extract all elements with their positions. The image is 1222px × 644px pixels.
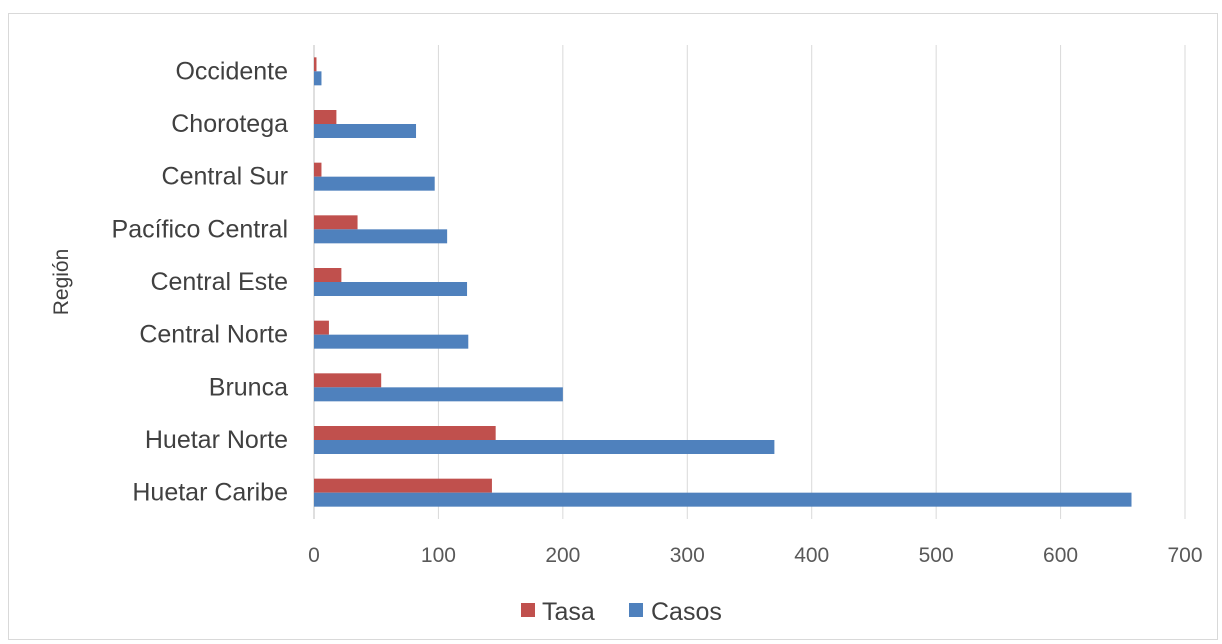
category-label: Huetar Norte <box>145 426 288 454</box>
bar-tasa <box>314 268 342 282</box>
bar-tasa <box>314 215 358 230</box>
category-label: Pacífico Central <box>112 215 288 243</box>
bar-casos <box>314 282 468 296</box>
bar-tasa <box>314 57 317 72</box>
bar-casos <box>314 334 469 349</box>
bar-casos <box>314 124 417 138</box>
bar-casos <box>314 387 563 402</box>
category-label: Brunca <box>209 373 288 401</box>
x-tick-label: 700 <box>1167 544 1202 567</box>
bar-casos <box>314 440 775 454</box>
bar-tasa <box>314 373 382 388</box>
x-tick-labels: 0 100 200 300 400 500 600 700 <box>308 544 1202 567</box>
category-label: Central Este <box>150 268 288 296</box>
x-tick-label: 400 <box>794 544 829 567</box>
legend-label: Tasa <box>542 598 595 626</box>
bars <box>314 57 1132 507</box>
bar-tasa <box>314 162 322 177</box>
x-tick-label: 500 <box>919 544 954 567</box>
bar-casos <box>314 71 322 86</box>
chart-frame <box>8 13 1218 640</box>
category-label: Central Sur <box>162 163 288 191</box>
bar-casos <box>314 229 448 244</box>
category-label: Central Norte <box>139 321 288 349</box>
legend-swatch <box>629 603 643 617</box>
legend-swatch <box>521 603 535 617</box>
bar-tasa <box>314 426 496 440</box>
x-tick-label: 100 <box>421 544 456 567</box>
bar-tasa <box>314 478 492 493</box>
x-tick-label: 600 <box>1043 544 1078 567</box>
category-label: Huetar Caribe <box>132 479 288 507</box>
bar-casos <box>314 492 1132 507</box>
bar-tasa <box>314 320 329 335</box>
legend-label: Casos <box>651 598 722 626</box>
category-label: Occidente <box>175 57 288 85</box>
x-tick-label: 300 <box>670 544 705 567</box>
legend: Tasa Casos <box>521 598 722 626</box>
y-axis-title: Región <box>50 249 73 316</box>
category-label: Chorotega <box>171 110 288 138</box>
category-labels: Huetar Caribe Huetar Norte Brunca Central N… <box>112 57 289 506</box>
bar-tasa <box>314 110 337 124</box>
bar-casos <box>314 176 435 191</box>
x-tick-label: 0 <box>308 544 320 567</box>
x-tick-label: 200 <box>545 544 580 567</box>
